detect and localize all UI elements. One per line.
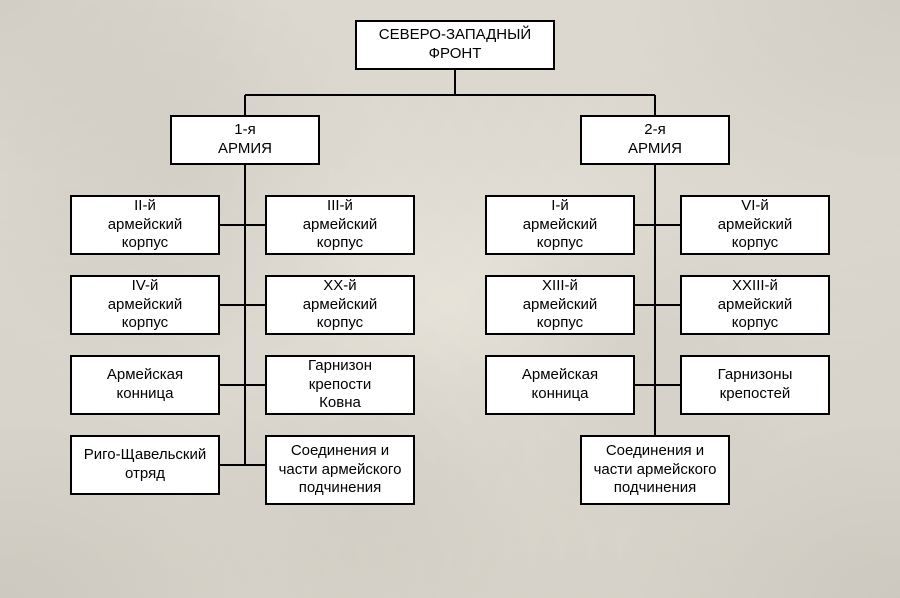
node-a1-iv-corps: IV-й армейский корпус	[70, 275, 220, 335]
node-a1-cavalry: Армейская конница	[70, 355, 220, 415]
node-label: Гарнизон крепости Ковна	[308, 357, 372, 413]
node-a1-garrison-kovno: Гарнизон крепости Ковна	[265, 355, 415, 415]
node-label: Армейская конница	[522, 366, 598, 404]
node-army-2-label: 2-я АРМИЯ	[628, 121, 682, 159]
node-label: Соединения и части армейского подчинения	[279, 442, 402, 498]
node-a2-cavalry: Армейская конница	[485, 355, 635, 415]
node-label: II-й армейский корпус	[108, 197, 183, 253]
node-label: Риго-Щавельский отряд	[84, 446, 206, 484]
node-label: Соединения и части армейского подчинения	[594, 442, 717, 498]
node-label: III-й армейский корпус	[303, 197, 378, 253]
node-army-1-label: 1-я АРМИЯ	[218, 121, 272, 159]
node-label: XXIII-й армейский корпус	[718, 277, 793, 333]
node-a1-subordinate-units: Соединения и части армейского подчинения	[265, 435, 415, 505]
node-a2-xxiii-corps: XXIII-й армейский корпус	[680, 275, 830, 335]
node-a1-xx-corps: XX-й армейский корпус	[265, 275, 415, 335]
node-a1-ii-corps: II-й армейский корпус	[70, 195, 220, 255]
node-army-1: 1-я АРМИЯ	[170, 115, 320, 165]
node-a2-vi-corps: VI-й армейский корпус	[680, 195, 830, 255]
node-army-2: 2-я АРМИЯ	[580, 115, 730, 165]
node-label: XX-й армейский корпус	[303, 277, 378, 333]
node-a2-garrisons: Гарнизоны крепостей	[680, 355, 830, 415]
node-a2-xiii-corps: XIII-й армейский корпус	[485, 275, 635, 335]
node-a2-i-corps: I-й армейский корпус	[485, 195, 635, 255]
node-a1-iii-corps: III-й армейский корпус	[265, 195, 415, 255]
node-root: СЕВЕРО-ЗАПАДНЫЙ ФРОНТ	[355, 20, 555, 70]
node-label: Армейская конница	[107, 366, 183, 404]
node-label: VI-й армейский корпус	[718, 197, 793, 253]
node-root-label: СЕВЕРО-ЗАПАДНЫЙ ФРОНТ	[379, 26, 531, 64]
node-a1-rigo-shavelsky: Риго-Щавельский отряд	[70, 435, 220, 495]
node-label: Гарнизоны крепостей	[718, 366, 793, 404]
node-label: IV-й армейский корпус	[108, 277, 183, 333]
node-label: I-й армейский корпус	[523, 197, 598, 253]
node-label: XIII-й армейский корпус	[523, 277, 598, 333]
node-a2-subordinate-units: Соединения и части армейского подчинения	[580, 435, 730, 505]
